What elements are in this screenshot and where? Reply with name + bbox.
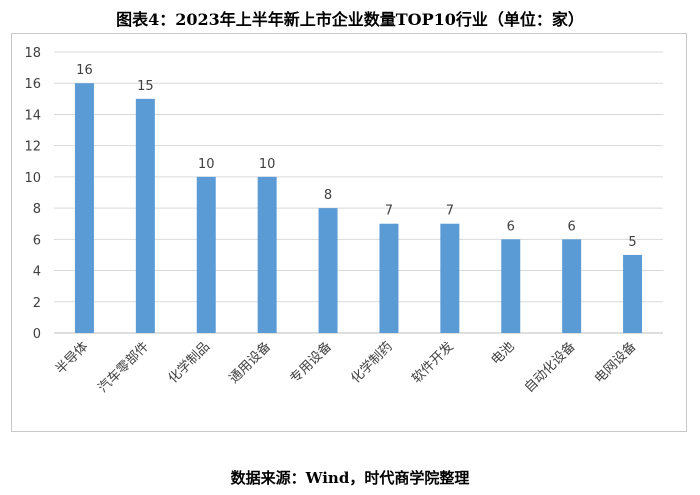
x-tick-label: 化学制药 bbox=[348, 339, 396, 387]
x-tick-label: 汽车零部件 bbox=[95, 339, 152, 396]
bar bbox=[257, 176, 277, 333]
data-label: 6 bbox=[507, 219, 515, 234]
x-tick-label: 专用设备 bbox=[287, 339, 335, 387]
bar bbox=[440, 223, 460, 333]
x-tick-label: 自动化设备 bbox=[521, 339, 578, 396]
y-tick-label: 10 bbox=[24, 171, 41, 186]
bar bbox=[74, 83, 94, 333]
data-label: 7 bbox=[446, 204, 454, 219]
x-tick-label: 电池 bbox=[489, 339, 518, 368]
y-tick-label: 4 bbox=[33, 265, 41, 280]
x-tick-label: 化学制品 bbox=[165, 339, 213, 387]
data-label: 5 bbox=[628, 235, 636, 250]
data-label: 7 bbox=[385, 204, 393, 219]
y-tick-label: 8 bbox=[33, 202, 41, 217]
data-label: 15 bbox=[137, 79, 154, 94]
data-label: 8 bbox=[324, 188, 332, 203]
bar bbox=[196, 176, 216, 333]
source-note: 数据来源：Wind，时代商学院整理 bbox=[230, 469, 470, 487]
chart-frame bbox=[11, 33, 687, 432]
x-tick-label: 通用设备 bbox=[226, 339, 274, 387]
data-label: 16 bbox=[76, 63, 93, 78]
x-tick-label: 半导体 bbox=[53, 339, 91, 377]
data-label: 10 bbox=[259, 157, 276, 172]
bar bbox=[379, 223, 399, 333]
y-tick-label: 2 bbox=[33, 296, 41, 311]
x-tick-label: 电网设备 bbox=[591, 339, 639, 387]
bar bbox=[623, 254, 643, 333]
chart-title: 图表4：2023年上半年新上市企业数量TOP10行业（单位：家） bbox=[116, 10, 584, 29]
data-label: 10 bbox=[198, 157, 215, 172]
bar bbox=[135, 98, 155, 333]
y-tick-label: 6 bbox=[33, 233, 41, 248]
y-tick-label: 14 bbox=[24, 108, 41, 123]
bar bbox=[501, 239, 521, 333]
x-tick-label: 软件开发 bbox=[409, 339, 457, 387]
data-label: 6 bbox=[568, 219, 576, 234]
y-tick-label: 12 bbox=[24, 140, 41, 155]
y-tick-label: 0 bbox=[33, 327, 41, 342]
y-tick-label: 16 bbox=[24, 77, 41, 92]
bar bbox=[562, 239, 582, 333]
y-tick-label: 18 bbox=[24, 46, 41, 61]
bar bbox=[318, 208, 338, 333]
